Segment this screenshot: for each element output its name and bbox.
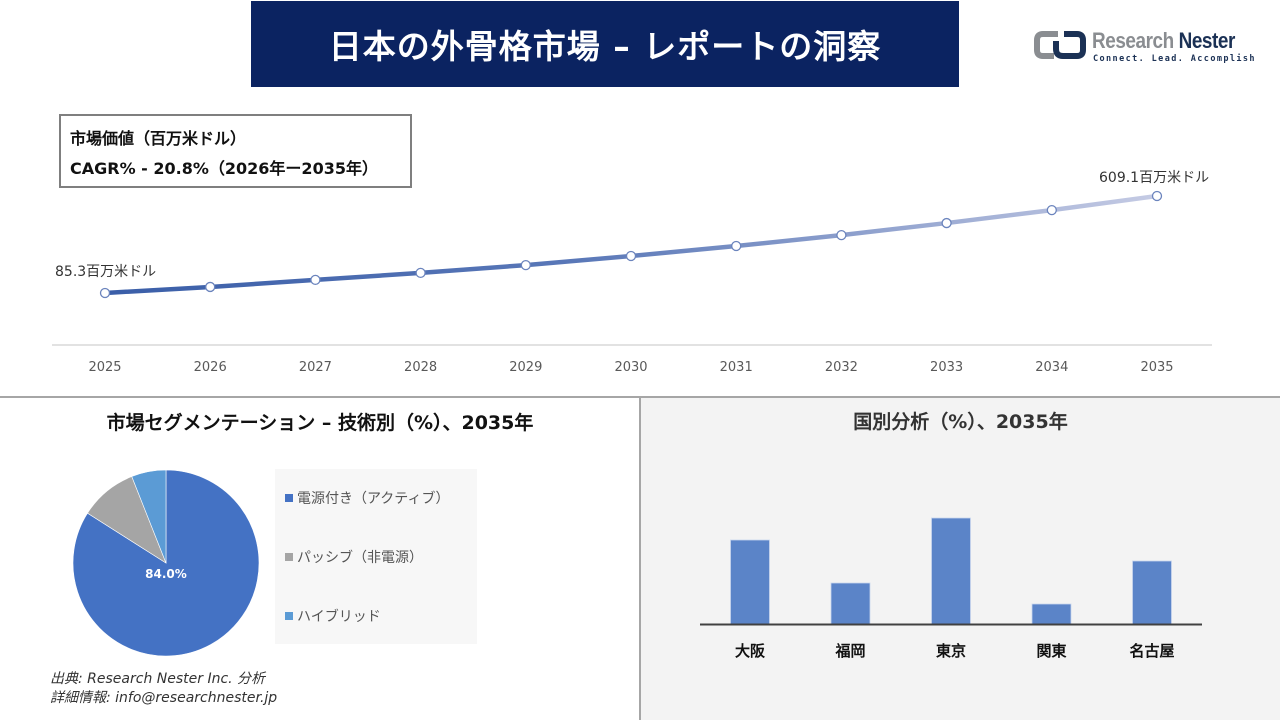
legend-item-active: 電源付き（アクティブ） bbox=[285, 488, 449, 508]
research-nester-logo: Research Nester Connect. Lead. Accomplis… bbox=[1034, 28, 1256, 68]
logo-tagline: Connect. Lead. Accomplish bbox=[1093, 54, 1256, 64]
technology-pie-chart: 84.0% bbox=[72, 469, 260, 657]
bar-4 bbox=[1132, 560, 1172, 625]
x-tick-2026: 2026 bbox=[194, 360, 227, 375]
data-point-2033 bbox=[941, 217, 952, 229]
pie-slice-hybrid bbox=[131, 469, 167, 564]
data-point-2034 bbox=[1046, 204, 1057, 216]
logo-chain-icon bbox=[1034, 31, 1086, 59]
data-point-2031 bbox=[731, 240, 742, 252]
data-point-2029 bbox=[520, 259, 531, 271]
legend-item-passive: パッシブ（非電源） bbox=[285, 547, 423, 567]
start-value-label: 85.3百万米ドル bbox=[55, 264, 156, 280]
bar-label-0: 大阪 bbox=[735, 642, 766, 660]
legend-item-hybrid: ハイブリッド bbox=[285, 606, 381, 626]
x-tick-2031: 2031 bbox=[720, 360, 753, 375]
data-point-2028 bbox=[415, 267, 426, 279]
source-note: 出典: Research Nester Inc. 分析 詳細情報: info@r… bbox=[50, 670, 277, 708]
bar-label-1: 福岡 bbox=[834, 642, 865, 660]
data-point-2026 bbox=[205, 281, 216, 293]
data-point-2025 bbox=[99, 287, 111, 299]
page-title: 日本の外骨格市場 – レポートの洞察 bbox=[328, 27, 882, 66]
regional-bar-chart: 大阪 福岡 東京 関東 名古屋 bbox=[700, 517, 1202, 660]
data-points bbox=[99, 190, 1163, 299]
x-tick-2028: 2028 bbox=[404, 360, 437, 375]
x-tick-2034: 2034 bbox=[1035, 360, 1068, 375]
x-tick-2025: 2025 bbox=[88, 360, 121, 375]
data-point-2030 bbox=[625, 250, 637, 262]
x-tick-2035: 2035 bbox=[1140, 360, 1173, 375]
bar-label-4: 名古屋 bbox=[1129, 642, 1174, 660]
market-value-line-chart: 2025 2026 2027 2028 2029 2030 2031 2032 2033 2034… bbox=[52, 170, 1212, 375]
x-tick-2029: 2029 bbox=[509, 360, 542, 375]
market-value-line bbox=[104, 193, 1158, 296]
legend-swatch-hybrid bbox=[285, 612, 293, 620]
bar-2 bbox=[931, 517, 971, 625]
segmentation-title: 市場セグメンテーション – 技術別（%）、2035年 bbox=[106, 412, 534, 434]
data-point-2035 bbox=[1151, 190, 1163, 202]
contact-text: 詳細情報: info@researchnester.jp bbox=[50, 690, 278, 706]
bar-1 bbox=[830, 582, 871, 625]
x-tick-2033: 2033 bbox=[930, 360, 963, 375]
bar-0 bbox=[730, 539, 770, 625]
data-point-2027 bbox=[310, 274, 321, 286]
bar-label-3: 関東 bbox=[1036, 642, 1066, 660]
x-axis-ticks: 2025 2026 2027 2028 2029 2030 2031 2032 2033 2034… bbox=[88, 360, 1173, 375]
market-value-label: 市場価値（百万米ドル） bbox=[70, 129, 247, 148]
data-point-2032 bbox=[836, 229, 847, 241]
vertical-divider bbox=[639, 397, 641, 720]
cagr-label: CAGR% - 20.8%（2026年ー2035年） bbox=[70, 159, 378, 178]
x-tick-2027: 2027 bbox=[299, 360, 332, 375]
pie-percentage-label: 84.0% bbox=[145, 567, 187, 581]
legend-swatch-passive bbox=[285, 553, 293, 561]
market-info-box: 市場価値（百万米ドル） CAGR% - 20.8%（2026年ー2035年） bbox=[59, 114, 412, 188]
bar-label-2: 東京 bbox=[936, 642, 966, 660]
legend-swatch-active bbox=[285, 494, 293, 502]
x-tick-2032: 2032 bbox=[825, 360, 858, 375]
title-banner: 日本の外骨格市場 – レポートの洞察 bbox=[251, 1, 959, 87]
x-tick-2030: 2030 bbox=[614, 360, 647, 375]
geography-title: 国別分析（%）、2035年 bbox=[853, 411, 1068, 433]
bar-3 bbox=[1031, 603, 1072, 625]
pie-legend: 電源付き（アクティブ） パッシブ（非電源） ハイブリッド bbox=[275, 469, 477, 644]
source-text: 出典: Research Nester Inc. 分析 bbox=[50, 671, 266, 687]
logo-wordmark: Research Nester bbox=[1092, 28, 1235, 53]
end-value-label: 609.1百万米ドル bbox=[1099, 170, 1209, 186]
